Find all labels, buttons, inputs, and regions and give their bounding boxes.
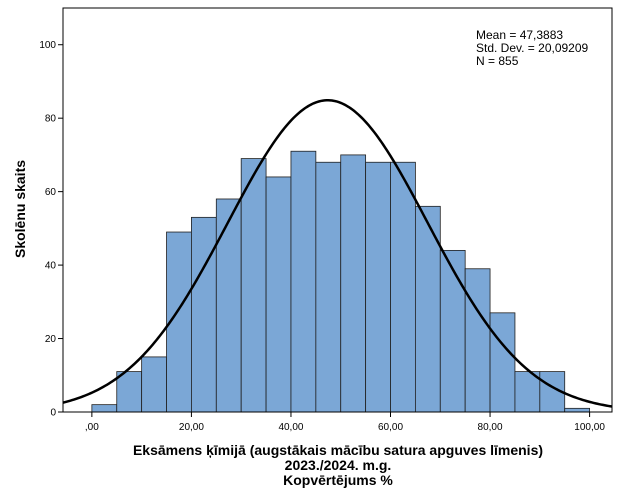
y-axis: 0 20 40 60 80 100 [39,40,63,419]
normal-curve-line [62,98,613,408]
y-tick-label: 80 [45,114,57,125]
x-axis: ,00 20,00 40,00 60,00 80,00 100,00 [85,412,605,433]
histogram-bar [290,150,317,413]
x-tick-label: ,00 [85,422,99,433]
histogram-bar [340,154,367,413]
x-axis-title-line-2: 2023./2024. m.g. [285,457,392,473]
x-tick-label: 20,00 [179,422,204,433]
histogram-bar [390,161,416,413]
histogram-bar [191,216,217,413]
stats-box: Mean = 47,3883 Std. Dev. = 20,09209 N = … [476,28,589,68]
y-tick-label: 60 [45,187,57,198]
histogram-bar [564,407,591,413]
histogram-bar [91,404,118,413]
x-tick-label: 60,00 [378,422,403,433]
x-tick-label: 100,00 [574,422,605,433]
y-tick-label: 100 [39,40,56,51]
x-tick-label: 80,00 [478,422,503,433]
stats-mean: Mean = 47,3883 [476,28,563,42]
stats-n: N = 855 [476,54,519,68]
histogram-bar [240,158,267,413]
x-axis-title-line-3: Kopvērtējums % [283,472,393,488]
histogram-bar [464,268,491,413]
histogram-bar [116,371,143,413]
histogram-bar [141,356,167,413]
histogram-bar [439,249,466,413]
x-tick-label: 40,00 [278,422,303,433]
histogram-bar [315,161,342,413]
x-axis-title-line-1: Eksāmens ķīmijā (augstākais mācību satur… [133,442,543,458]
stats-std-dev: Std. Dev. = 20,09209 [476,41,589,55]
y-axis-title: Skolēnu skaits [12,160,28,258]
histogram-bar [265,176,292,413]
plot-frame [62,7,613,413]
y-tick-label: 0 [50,408,56,419]
bars-group [91,150,591,413]
y-tick-label: 20 [45,334,57,345]
histogram-bar [365,161,391,413]
y-tick-label: 40 [45,261,57,272]
histogram-bar [489,312,516,413]
histogram-bar [215,198,242,413]
